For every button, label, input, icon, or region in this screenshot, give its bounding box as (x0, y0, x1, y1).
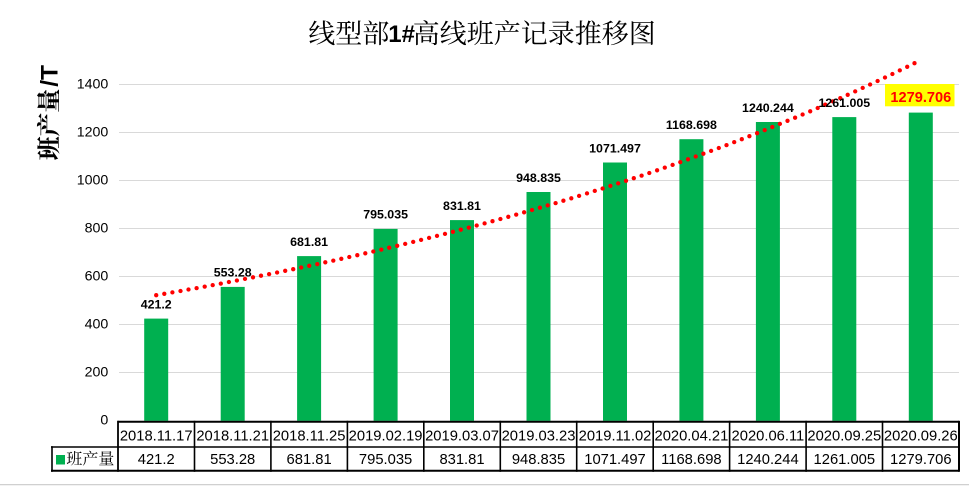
svg-text:1200: 1200 (77, 125, 109, 141)
svg-text:800: 800 (85, 221, 109, 237)
svg-text:600: 600 (85, 269, 109, 285)
svg-text:2020.06.11: 2020.06.11 (732, 429, 805, 445)
svg-text:2019.03.07: 2019.03.07 (425, 429, 499, 445)
svg-text:1#: 1# (388, 21, 415, 48)
svg-text:2018.11.17: 2018.11.17 (120, 429, 193, 445)
svg-text:2018.11.21: 2018.11.21 (196, 429, 269, 445)
svg-text:553.28: 553.28 (210, 452, 255, 468)
svg-text:2020.09.25: 2020.09.25 (807, 429, 881, 445)
svg-text:1071.497: 1071.497 (584, 452, 646, 468)
svg-text:1279.706: 1279.706 (890, 90, 951, 106)
svg-text:681.81: 681.81 (287, 452, 332, 468)
svg-text:1400: 1400 (77, 77, 109, 93)
svg-text:831.81: 831.81 (443, 199, 481, 213)
svg-text:200: 200 (85, 365, 109, 381)
svg-text:2019.02.19: 2019.02.19 (349, 429, 423, 445)
svg-text:1261.005: 1261.005 (818, 96, 870, 110)
svg-text:795.035: 795.035 (363, 208, 408, 222)
svg-text:421.2: 421.2 (138, 452, 175, 468)
svg-text:400: 400 (85, 317, 109, 333)
svg-text:1240.244: 1240.244 (742, 101, 794, 115)
svg-text:1279.706: 1279.706 (890, 452, 952, 468)
svg-text:0: 0 (100, 413, 108, 429)
svg-text:2018.11.25: 2018.11.25 (273, 429, 346, 445)
svg-text:2020.04.21: 2020.04.21 (654, 429, 728, 445)
svg-text:/T: /T (36, 65, 63, 87)
svg-text:2020.09.26: 2020.09.26 (884, 429, 958, 445)
svg-text:553.28: 553.28 (214, 266, 252, 280)
svg-text:1261.005: 1261.005 (814, 452, 876, 468)
svg-text:948.835: 948.835 (516, 171, 561, 185)
svg-text:948.835: 948.835 (512, 452, 565, 468)
svg-text:681.81: 681.81 (290, 235, 328, 249)
svg-text:1071.497: 1071.497 (589, 141, 641, 155)
svg-text:2019.03.23: 2019.03.23 (502, 429, 576, 445)
svg-text:1168.698: 1168.698 (666, 118, 717, 132)
svg-text:1240.244: 1240.244 (737, 452, 799, 468)
svg-text:831.81: 831.81 (439, 452, 484, 468)
svg-text:1168.698: 1168.698 (661, 452, 721, 468)
svg-text:1000: 1000 (77, 173, 109, 189)
svg-text:421.2: 421.2 (141, 297, 172, 311)
svg-text:2019.11.02: 2019.11.02 (579, 429, 652, 445)
svg-text:795.035: 795.035 (359, 452, 412, 468)
